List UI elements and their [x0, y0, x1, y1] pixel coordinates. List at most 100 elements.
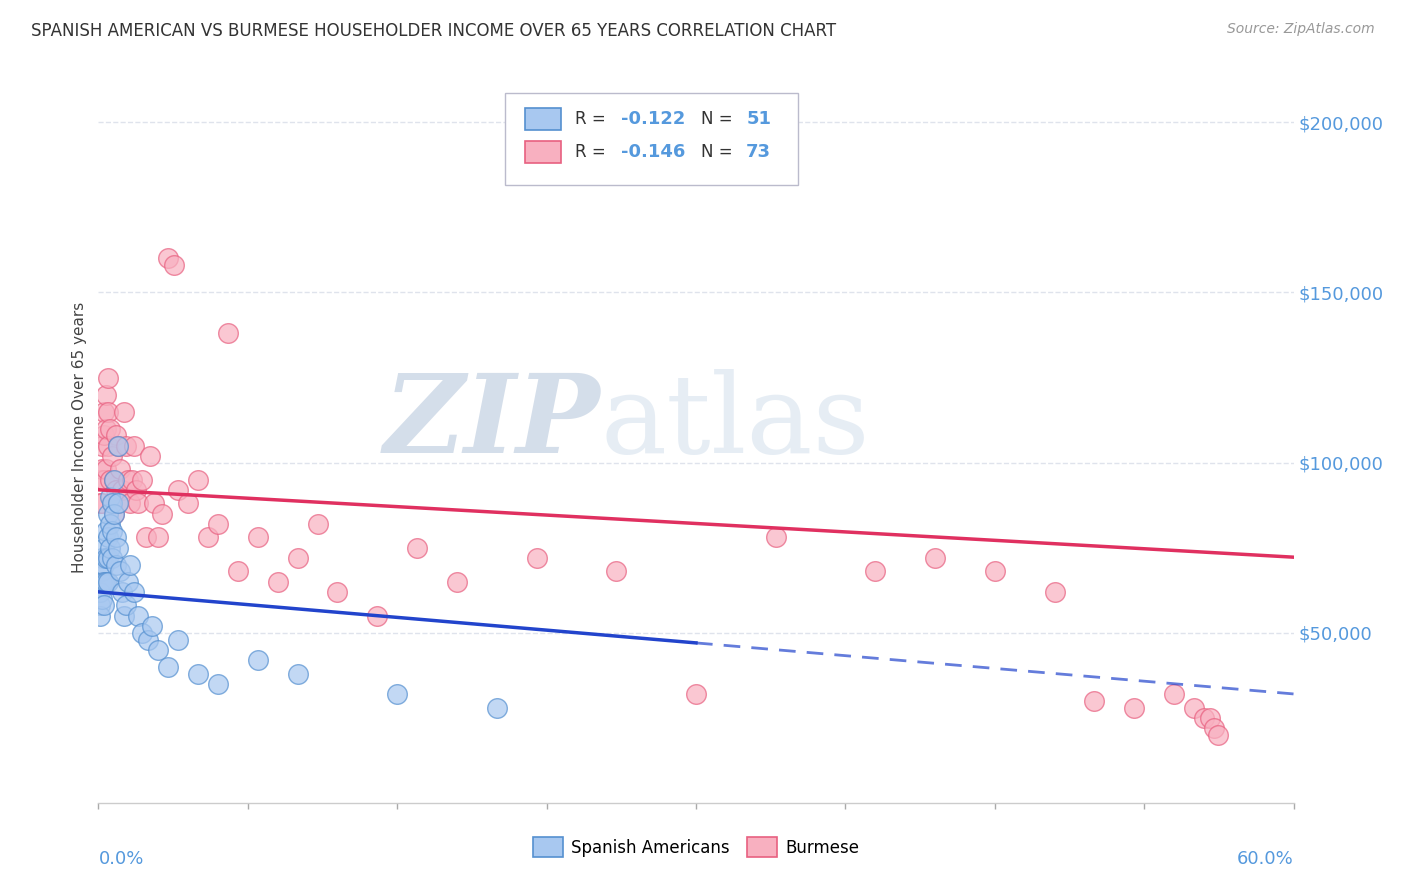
Bar	[524, 141, 561, 163]
Point	[111, 585, 134, 599]
Point	[177, 496, 200, 510]
Point	[865, 565, 887, 579]
Point	[246, 653, 269, 667]
Point	[112, 608, 135, 623]
Text: N =: N =	[700, 143, 738, 161]
Point	[93, 473, 115, 487]
Point	[136, 632, 159, 647]
Point	[89, 473, 111, 487]
Text: N =: N =	[700, 110, 738, 128]
Point	[124, 585, 146, 599]
Point	[107, 541, 129, 555]
Point	[93, 574, 115, 589]
Point	[105, 558, 128, 572]
Point	[167, 632, 190, 647]
Point	[101, 449, 124, 463]
Point	[446, 574, 468, 589]
Point	[406, 541, 429, 555]
Point	[91, 574, 114, 589]
Point	[217, 326, 239, 341]
Point	[101, 524, 124, 538]
Point	[89, 496, 111, 510]
Point	[91, 439, 114, 453]
Point	[1206, 728, 1229, 742]
Text: 0.0%: 0.0%	[98, 850, 143, 868]
Text: 73: 73	[747, 143, 770, 161]
Point	[120, 496, 142, 510]
Point	[1182, 700, 1205, 714]
Point	[207, 677, 229, 691]
Point	[526, 550, 548, 565]
Point	[105, 428, 128, 442]
Text: -0.146: -0.146	[620, 143, 685, 161]
Point	[89, 599, 111, 613]
Point	[187, 666, 209, 681]
Point	[96, 574, 118, 589]
Point	[148, 531, 170, 545]
Text: ZIP: ZIP	[384, 368, 600, 476]
Point	[89, 585, 111, 599]
Point	[115, 439, 138, 453]
FancyBboxPatch shape	[505, 94, 797, 185]
Text: 60.0%: 60.0%	[1237, 850, 1294, 868]
Point	[89, 608, 111, 623]
Point	[96, 524, 118, 538]
Point	[93, 404, 115, 418]
Point	[141, 619, 163, 633]
Point	[103, 507, 125, 521]
Point	[157, 252, 180, 266]
Point	[93, 541, 115, 555]
Point	[207, 516, 229, 531]
Point	[98, 490, 122, 504]
Point	[91, 591, 114, 606]
Point	[110, 565, 132, 579]
Point	[143, 496, 166, 510]
Y-axis label: Householder Income Over 65 years: Householder Income Over 65 years	[72, 301, 87, 573]
Point	[97, 439, 120, 453]
Text: R =: R =	[575, 143, 612, 161]
Point	[187, 473, 209, 487]
Point	[326, 585, 349, 599]
Text: Source: ZipAtlas.com: Source: ZipAtlas.com	[1227, 22, 1375, 37]
Point	[105, 483, 128, 497]
Legend: Spanish Americans, Burmese: Spanish Americans, Burmese	[526, 830, 866, 864]
Point	[97, 370, 120, 384]
Point	[117, 574, 139, 589]
Point	[385, 687, 409, 701]
Point	[112, 404, 135, 418]
Point	[115, 599, 138, 613]
Point	[98, 421, 122, 435]
Point	[984, 565, 1007, 579]
Point	[1163, 687, 1185, 701]
Point	[605, 565, 627, 579]
Point	[93, 428, 115, 442]
Point	[307, 516, 329, 531]
Point	[1043, 585, 1066, 599]
Point	[107, 439, 129, 453]
Point	[101, 496, 124, 510]
Point	[167, 483, 190, 497]
Point	[103, 507, 125, 521]
Point	[287, 550, 309, 565]
Text: SPANISH AMERICAN VS BURMESE HOUSEHOLDER INCOME OVER 65 YEARS CORRELATION CHART: SPANISH AMERICAN VS BURMESE HOUSEHOLDER …	[31, 22, 837, 40]
Point	[97, 531, 120, 545]
Point	[1192, 711, 1215, 725]
Point	[103, 473, 125, 487]
Point	[97, 507, 120, 521]
Point	[124, 439, 146, 453]
Point	[139, 449, 162, 463]
Point	[1202, 721, 1225, 735]
Point	[135, 531, 157, 545]
Point	[96, 550, 118, 565]
Point	[103, 473, 125, 487]
Point	[107, 496, 129, 510]
Point	[366, 608, 388, 623]
Point	[97, 550, 120, 565]
Point	[107, 439, 129, 453]
Point	[765, 531, 787, 545]
Text: atlas: atlas	[600, 369, 870, 476]
Point	[125, 483, 148, 497]
Point	[246, 531, 269, 545]
Point	[96, 421, 118, 435]
Bar	[524, 108, 561, 130]
